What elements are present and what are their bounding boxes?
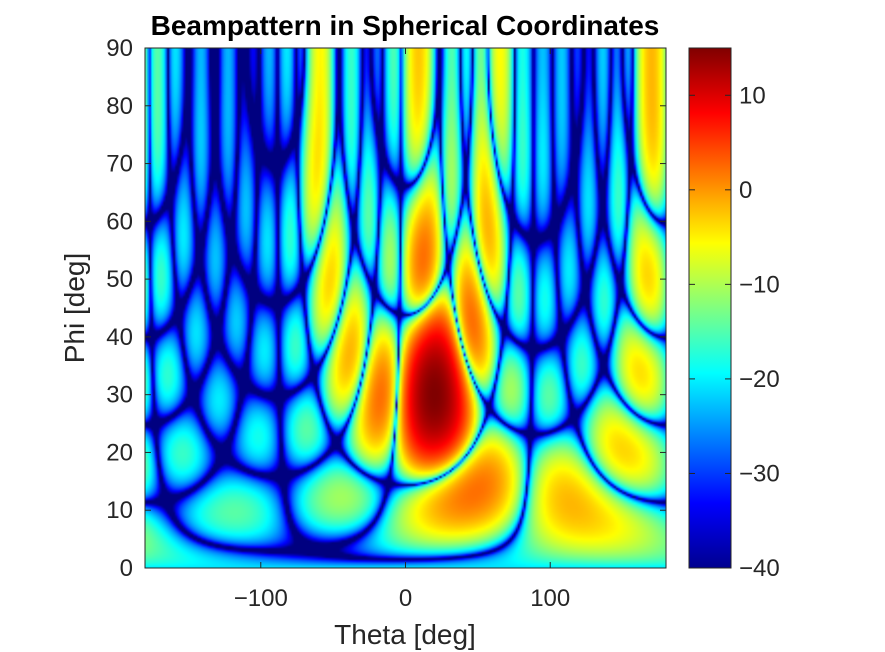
y-tick-label: 70 xyxy=(106,151,133,178)
colorbar-ticks: 10 0 −10 −20 −30 −40 xyxy=(689,82,780,582)
colorbar-gradient xyxy=(688,47,732,569)
y-axis-ticks: 0 10 20 30 40 50 60 70 80 90 xyxy=(106,35,666,582)
colorbar-tick-label: 10 xyxy=(739,82,766,109)
x-tick-label: 0 xyxy=(399,585,412,612)
colorbar-tick-label: −10 xyxy=(739,271,780,298)
colorbar: 10 0 −10 −20 −30 −40 xyxy=(688,47,780,582)
y-axis-label: Phi [deg] xyxy=(59,253,90,364)
y-tick-label: 90 xyxy=(106,35,133,62)
y-tick-label: 40 xyxy=(106,324,133,351)
y-tick-label: 80 xyxy=(106,93,133,120)
x-tick-label: −100 xyxy=(234,585,288,612)
heatmap-canvas xyxy=(145,48,666,568)
heatmap-area xyxy=(144,47,667,569)
y-tick-label: 10 xyxy=(106,497,133,524)
colorbar-tick-label: 0 xyxy=(739,177,752,204)
y-tick-label: 60 xyxy=(106,208,133,235)
x-axis-label: Theta [deg] xyxy=(334,619,476,650)
y-tick-label: 0 xyxy=(120,555,133,582)
y-tick-label: 50 xyxy=(106,266,133,293)
colorbar-tick-label: −30 xyxy=(739,460,780,487)
y-tick-label: 30 xyxy=(106,382,133,409)
colorbar-tick-label: −40 xyxy=(739,555,780,582)
colorbar-tick-label: −20 xyxy=(739,366,780,393)
chart-title: Beampattern in Spherical Coordinates xyxy=(151,10,660,41)
x-tick-label: 100 xyxy=(530,585,570,612)
y-tick-label: 20 xyxy=(106,439,133,466)
x-axis-ticks: −100 0 100 xyxy=(234,48,570,612)
